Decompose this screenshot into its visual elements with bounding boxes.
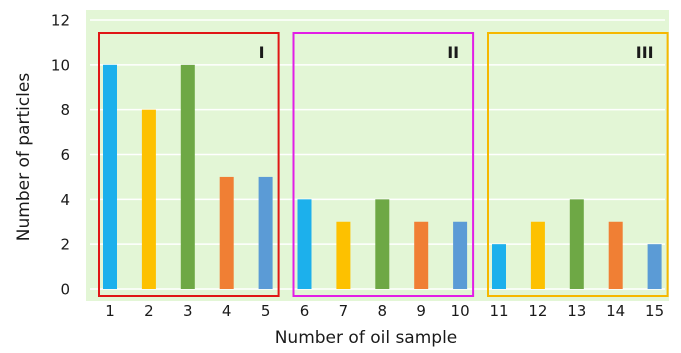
x-tick-label: 12 [528,302,547,320]
x-tick-label: 3 [183,302,193,320]
x-tick-label: 4 [222,302,232,320]
y-tick-label: 4 [60,191,70,209]
bar-sample-15 [647,244,662,289]
y-tick-label: 0 [60,281,70,299]
x-tick-label: 9 [416,302,426,320]
bar-sample-10 [453,221,468,289]
group-label-II: II [447,43,459,62]
x-tick-label: 5 [261,302,271,320]
group-label-III: III [636,43,654,62]
x-tick-label: 6 [300,302,310,320]
group-label-I: I [259,43,265,62]
bar-sample-5 [258,176,273,289]
bar-sample-4 [219,176,234,289]
y-tick-labels: 0 2 4 6 8 10 12 [51,12,70,299]
y-tick-label: 6 [60,146,70,164]
y-axis-label: Number of particles [14,73,34,242]
bar-sample-9 [414,221,429,289]
x-tick-label: 10 [451,302,470,320]
x-axis-label: Number of oil sample [275,328,458,348]
bar-sample-12 [530,221,545,289]
x-tick-label: 11 [489,302,508,320]
bars [103,64,662,290]
y-tick-label: 8 [60,101,70,119]
bar-sample-8 [375,199,390,289]
x-tick-label: 8 [378,302,388,320]
bar-sample-1 [103,64,117,289]
bar-sample-2 [141,109,156,290]
x-tick-label: 1 [105,302,115,320]
bar-sample-3 [180,64,195,289]
y-tick-label: 12 [51,12,70,30]
x-tick-labels: 1 2 3 4 5 6 7 8 9 10 11 12 13 14 15 [105,302,664,320]
group-box-II [292,32,475,297]
group-box-III [487,32,669,297]
bar-sample-7 [336,221,351,289]
group-box-I [98,32,280,297]
x-tick-label: 7 [339,302,349,320]
bar-sample-13 [569,199,584,289]
x-tick-label: 2 [144,302,154,320]
x-tick-label: 15 [645,302,664,320]
y-tick-label: 10 [51,56,70,74]
bar-sample-14 [608,221,623,289]
bar-sample-11 [492,244,506,289]
x-tick-label: 13 [567,302,586,320]
y-tick-label: 2 [60,236,70,254]
bar-sample-6 [297,199,312,289]
group-boxes: I II III [98,32,669,297]
x-tick-label: 14 [606,302,625,320]
